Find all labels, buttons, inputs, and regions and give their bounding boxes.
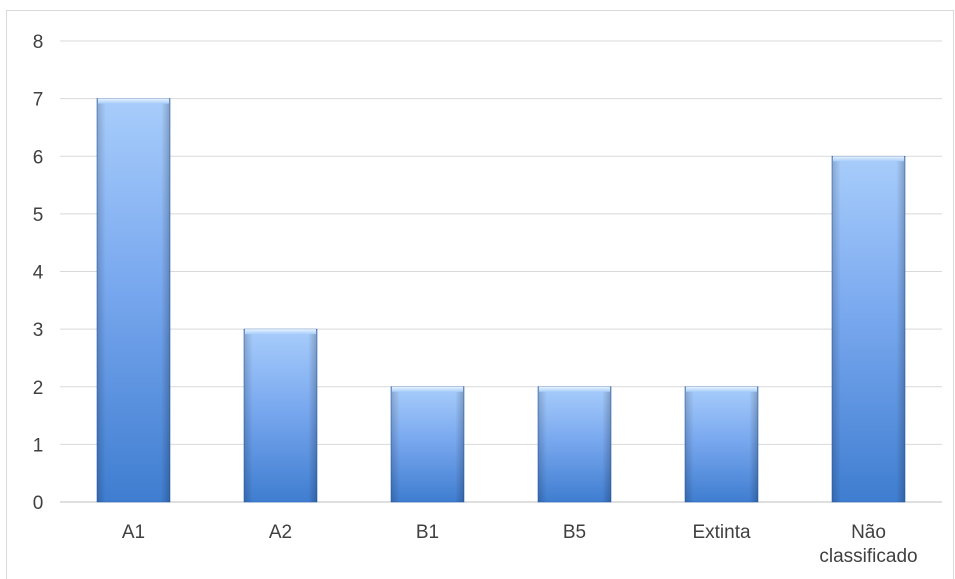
x-tick-label: A2 bbox=[269, 522, 292, 543]
x-tick-label: B1 bbox=[416, 522, 439, 543]
y-tick-label: 7 bbox=[33, 90, 44, 111]
y-tick-label: 2 bbox=[33, 378, 44, 399]
bar-group bbox=[537, 386, 612, 503]
bar-highlight bbox=[539, 386, 610, 392]
y-tick-label: 0 bbox=[33, 493, 44, 514]
x-tick-label-line: classificado bbox=[819, 546, 917, 567]
y-tick-label: 6 bbox=[33, 147, 44, 168]
gridlines bbox=[60, 40, 942, 503]
bar-shading bbox=[832, 156, 905, 502]
x-tick-label-line: Não bbox=[851, 522, 886, 543]
x-axis-ticks: A1 A2 B1 B5 Extinta Não classificado bbox=[122, 522, 918, 567]
x-tick-label-line: A2 bbox=[269, 522, 292, 543]
bar-shading bbox=[538, 386, 611, 502]
y-axis-ticks: 0 1 2 3 4 5 6 7 8 bbox=[33, 32, 44, 514]
x-tick-label-line: A1 bbox=[122, 522, 145, 543]
bar-shading bbox=[685, 386, 758, 502]
x-tick-label: Não classificado bbox=[819, 522, 917, 567]
x-tick-label: Extinta bbox=[692, 522, 751, 543]
y-tick-label: 1 bbox=[33, 435, 44, 456]
bar-group bbox=[243, 328, 318, 503]
y-tick-label: 8 bbox=[33, 32, 44, 53]
bar-highlight bbox=[833, 156, 904, 162]
bar-shading bbox=[97, 98, 170, 502]
x-tick-label: A1 bbox=[122, 522, 145, 543]
bar-highlight bbox=[98, 98, 169, 104]
y-tick-label: 4 bbox=[33, 263, 44, 284]
x-tick-label-line: B5 bbox=[563, 522, 586, 543]
bar-group bbox=[390, 386, 465, 503]
bar-highlight bbox=[686, 386, 757, 392]
bars bbox=[96, 98, 906, 503]
chart-border bbox=[6, 10, 954, 579]
bar-shading bbox=[391, 386, 464, 502]
x-tick-label-line: B1 bbox=[416, 522, 439, 543]
bar-group bbox=[684, 386, 759, 503]
x-tick-label: B5 bbox=[563, 522, 586, 543]
bar-highlight bbox=[245, 329, 316, 335]
bar-shading bbox=[244, 329, 317, 502]
bar-group bbox=[831, 155, 906, 503]
x-tick-label-line: Extinta bbox=[692, 522, 751, 543]
y-tick-label: 5 bbox=[33, 205, 44, 226]
bar-group bbox=[96, 98, 171, 503]
bar-highlight bbox=[392, 386, 463, 392]
y-tick-label: 3 bbox=[33, 320, 44, 341]
